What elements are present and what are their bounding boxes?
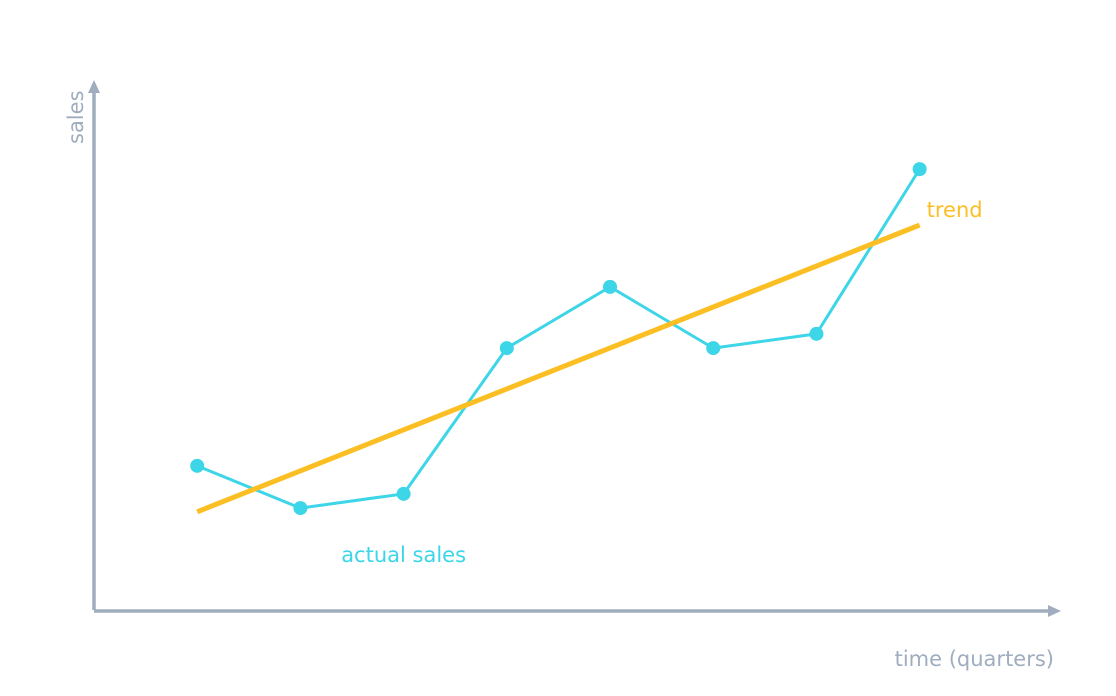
data-point [809, 326, 824, 341]
x-axis-arrow [1048, 605, 1061, 617]
series-line [196, 222, 921, 515]
series-line [196, 168, 921, 510]
data-point [499, 341, 514, 356]
x-axis-label: time (quarters) [895, 647, 1054, 671]
data-point [912, 162, 927, 177]
data-point [706, 341, 721, 356]
data-point [396, 486, 411, 501]
series-label: trend [927, 198, 983, 222]
data-point [190, 458, 205, 473]
series-label: actual sales [341, 543, 466, 567]
data-point [603, 279, 618, 294]
data-point [293, 501, 308, 516]
y-axis-label: sales [64, 90, 88, 144]
y-axis-arrow [88, 80, 100, 93]
axes [88, 80, 1061, 617]
